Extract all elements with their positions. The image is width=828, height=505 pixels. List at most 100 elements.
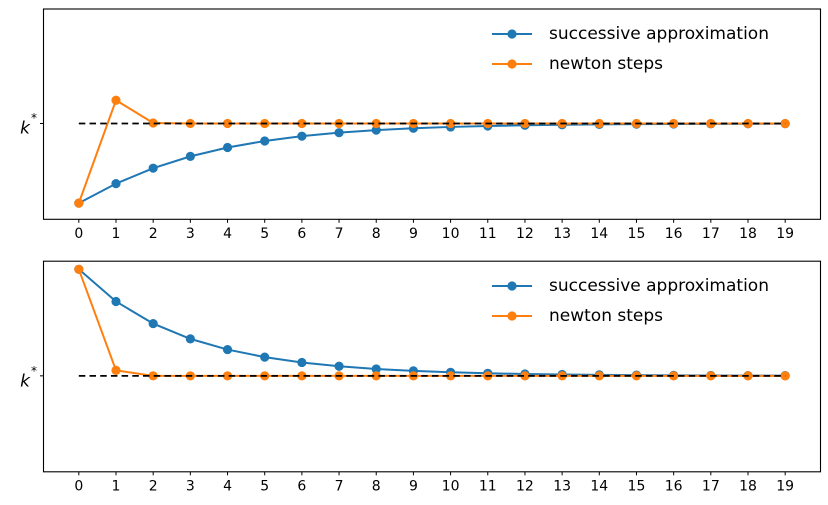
x-tick-label: 7: [335, 226, 344, 242]
star-superscript: *: [31, 363, 37, 378]
data-point: [222, 118, 233, 129]
x-tick-label: 17: [702, 226, 720, 242]
x-tick-label: 13: [553, 478, 571, 494]
axes-frame: [42, 8, 822, 220]
x-axis-ticks: 0 1 2 3 4 5 6 7 8 9 10 11 12 13 14 15 16 17 18 19: [74, 219, 794, 242]
data-point: [111, 365, 121, 376]
series-line-successive-approximation: [78, 122, 786, 205]
data-point: [371, 371, 381, 381]
series-line-newton-steps: [77, 98, 786, 204]
data-point: [297, 371, 307, 381]
x-tick-label: 6: [297, 478, 306, 494]
x-tick-label: 9: [409, 226, 418, 242]
data-point: [111, 296, 121, 307]
data-point: [780, 371, 790, 381]
data-point: [371, 118, 381, 129]
legend-line-marker-blue-icon: [492, 29, 532, 39]
legend-label-newton-steps: newton steps: [549, 306, 664, 326]
x-tick-label: 10: [442, 226, 460, 242]
x-tick-label: 15: [628, 226, 646, 242]
legend-line-marker-orange-icon: [492, 311, 532, 321]
x-tick-label: 6: [297, 226, 306, 242]
series-markers-successive-approximation: [74, 119, 790, 208]
data-point: [222, 371, 233, 381]
k-symbol: k: [20, 371, 30, 392]
data-point: [371, 125, 381, 135]
legend-top-panel: successive approximation newton steps: [491, 19, 769, 79]
x-tick-label: 2: [149, 478, 158, 494]
x-tick-label: 11: [479, 226, 497, 242]
data-point: [74, 198, 84, 208]
data-point: [594, 371, 604, 381]
data-point: [185, 334, 195, 344]
data-point: [148, 371, 158, 381]
x-tick-label: 0: [74, 478, 83, 494]
data-point: [74, 264, 84, 274]
data-point: [148, 318, 158, 329]
x-tick-label: 13: [553, 226, 571, 242]
legend-label-newton-steps: newton steps: [549, 54, 664, 74]
legend-line-marker-blue-icon: [492, 281, 532, 291]
x-axis-ticks: 0 1 2 3 4 5 6 7 8 9 10 11 12 13 14 15 16 17 18 19: [74, 471, 794, 494]
x-tick-label: 16: [665, 226, 683, 242]
legend-item-successive-approximation: successive approximation: [491, 19, 769, 49]
legend-label-successive-approximation: successive approximation: [549, 276, 769, 296]
legend-line-marker-orange-icon: [492, 59, 532, 69]
x-tick-label: 14: [590, 226, 608, 242]
x-tick-label: 15: [628, 478, 646, 494]
axes-frame: [42, 260, 822, 473]
data-point: [297, 357, 307, 368]
x-tick-label: 5: [260, 478, 269, 494]
legend-label-successive-approximation: successive approximation: [549, 24, 769, 44]
data-point: [445, 118, 456, 129]
data-point: [111, 95, 121, 105]
x-tick-label: 12: [516, 226, 534, 242]
data-point: [260, 136, 270, 146]
x-tick-label: 5: [260, 226, 269, 242]
x-tick-label: 11: [479, 478, 497, 494]
star-superscript: *: [31, 110, 37, 125]
data-point: [111, 179, 121, 189]
data-point: [260, 352, 270, 362]
data-point: [334, 128, 344, 138]
series-markers-newton-steps: [74, 95, 790, 208]
x-tick-label: 4: [223, 478, 232, 494]
legend-bottom-panel: successive approximation newton steps: [491, 271, 769, 331]
data-point: [334, 361, 344, 371]
data-point: [297, 118, 307, 129]
data-point: [371, 364, 381, 374]
x-tick-label: 3: [186, 226, 195, 242]
x-tick-label: 16: [665, 478, 683, 494]
data-point: [185, 151, 195, 161]
data-point: [148, 118, 158, 128]
legend-item-newton-steps: newton steps: [491, 49, 769, 79]
x-tick-label: 19: [776, 478, 794, 494]
x-tick-label: 9: [409, 478, 418, 494]
x-tick-label: 17: [702, 478, 720, 494]
x-tick-label: 1: [112, 478, 121, 494]
x-tick-label: 12: [516, 478, 534, 494]
x-tick-label: 0: [74, 226, 83, 242]
x-tick-label: 18: [739, 226, 757, 242]
x-tick-label: 3: [186, 478, 195, 494]
data-point: [594, 118, 604, 129]
k-symbol: k: [20, 118, 30, 139]
x-tick-label: 10: [442, 478, 460, 494]
x-tick-label: 19: [776, 226, 794, 242]
legend-item-newton-steps: newton steps: [491, 301, 769, 331]
x-tick-label: 18: [739, 478, 757, 494]
x-tick-label: 4: [223, 226, 232, 242]
data-point: [445, 371, 456, 381]
x-tick-label: 7: [335, 478, 344, 494]
data-point: [222, 344, 233, 355]
y-tick-label-k-star-top: k*: [0, 110, 37, 140]
x-tick-label: 1: [112, 226, 121, 242]
data-point: [297, 131, 307, 141]
data-point: [148, 163, 158, 173]
data-point: [520, 118, 530, 129]
x-tick-label: 8: [372, 478, 381, 494]
x-tick-label: 14: [590, 478, 608, 494]
data-point: [222, 142, 233, 153]
